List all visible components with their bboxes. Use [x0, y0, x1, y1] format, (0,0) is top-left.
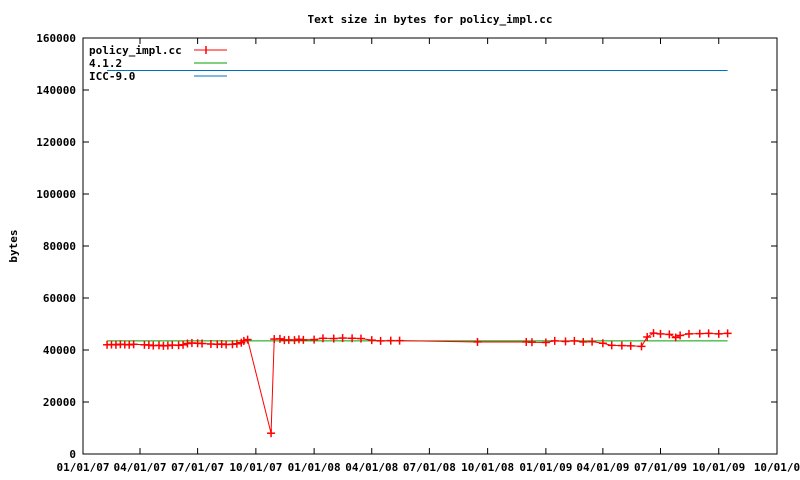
data-point	[643, 333, 652, 341]
y-tick-label: 80000	[43, 240, 76, 253]
data-point	[527, 338, 536, 347]
data-point	[656, 329, 665, 338]
x-tick-label: 07/01/07	[171, 461, 224, 474]
data-point	[607, 341, 616, 350]
data-point	[290, 336, 299, 345]
data-point	[671, 333, 680, 342]
x-tick-label: 04/01/08	[345, 461, 398, 474]
y-tick-label: 0	[69, 448, 76, 461]
x-tick-label: 10/01/09	[692, 461, 745, 474]
data-point	[338, 334, 347, 343]
data-point	[561, 337, 570, 346]
data-point	[267, 429, 276, 438]
x-axis: 01/01/07 04/01/07 07/01/07 10/01/07 01/01/08…	[57, 38, 800, 474]
data-point	[598, 339, 607, 348]
x-tick-label: 10/01/0	[754, 461, 800, 474]
data-point	[704, 329, 713, 338]
y-tick-label: 40000	[43, 344, 76, 357]
data-point	[570, 336, 579, 345]
data-point	[318, 334, 327, 343]
x-tick-label: 01/01/07	[57, 461, 110, 474]
data-point	[665, 330, 674, 339]
x-tick-label: 10/01/07	[229, 461, 282, 474]
y-tick-label: 20000	[43, 396, 76, 409]
data-point	[232, 339, 241, 348]
series-group	[103, 70, 732, 438]
data-point	[695, 329, 704, 338]
data-point	[473, 337, 482, 346]
data-point	[550, 336, 559, 345]
data-point	[376, 336, 385, 345]
data-point	[356, 334, 365, 343]
y-tick-label: 100000	[36, 188, 76, 201]
series-line-policy-impl-cc	[107, 332, 728, 434]
data-point	[367, 336, 376, 345]
x-tick-label: 10/01/08	[461, 461, 514, 474]
data-point	[617, 341, 626, 350]
data-point	[714, 329, 723, 338]
legend-label: policy_impl.cc	[89, 44, 182, 57]
data-point	[348, 334, 357, 343]
legend-label: 4.1.2	[89, 57, 122, 70]
data-point	[684, 329, 693, 338]
x-tick-label: 01/01/08	[288, 461, 341, 474]
x-tick-label: 04/01/07	[113, 461, 166, 474]
data-point	[386, 336, 395, 345]
data-point	[129, 340, 138, 349]
y-axis-label: bytes	[7, 229, 20, 262]
y-tick-label: 140000	[36, 84, 76, 97]
data-point	[299, 335, 308, 344]
data-point	[637, 342, 646, 351]
chart-title: Text size in bytes for policy_impl.cc	[307, 13, 552, 26]
y-tick-label: 120000	[36, 136, 76, 149]
data-point	[275, 334, 284, 343]
data-point	[676, 331, 685, 340]
plot-frame	[82, 37, 778, 455]
data-point	[579, 337, 588, 346]
data-point	[329, 334, 338, 343]
x-tick-label: 07/01/08	[403, 461, 456, 474]
data-point	[541, 338, 550, 347]
data-point	[198, 339, 207, 348]
y-tick-label: 160000	[36, 32, 76, 45]
data-point	[310, 335, 319, 344]
x-tick-label: 04/01/09	[576, 461, 629, 474]
x-tick-label: 01/01/09	[519, 461, 572, 474]
y-tick-label: 60000	[43, 292, 76, 305]
data-point	[395, 336, 404, 345]
x-tick-label: 07/01/09	[634, 461, 687, 474]
data-point	[239, 336, 248, 345]
data-point	[649, 329, 658, 338]
data-point	[723, 329, 732, 338]
data-point	[243, 335, 252, 344]
legend-label: ICC-9.0	[89, 70, 135, 83]
data-point	[179, 340, 188, 349]
y-axis: 0 20000 40000 60000 80000 100000 120000 140000 1…	[36, 32, 777, 461]
data-point	[626, 341, 635, 350]
data-point	[588, 337, 597, 346]
